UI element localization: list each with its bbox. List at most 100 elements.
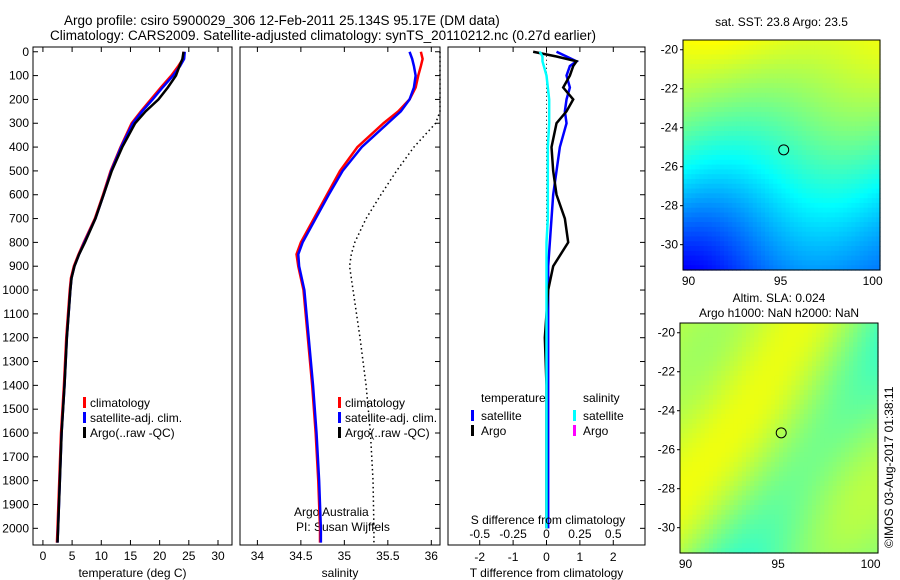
map-cell bbox=[806, 140, 811, 147]
map-cell bbox=[746, 361, 751, 367]
map-cell bbox=[737, 323, 743, 329]
map-cell bbox=[736, 246, 742, 252]
map-cell bbox=[708, 423, 714, 430]
map-cell bbox=[736, 260, 742, 266]
map-cell bbox=[816, 375, 821, 382]
map-cell bbox=[765, 193, 770, 199]
map-cell bbox=[861, 490, 867, 497]
map-cell bbox=[810, 188, 815, 194]
map-cell bbox=[797, 246, 803, 252]
map-cell bbox=[873, 399, 879, 406]
map-cell bbox=[715, 107, 721, 113]
map-cell bbox=[741, 485, 747, 492]
map-cell bbox=[765, 102, 770, 108]
map-cell bbox=[756, 78, 762, 84]
map-cell bbox=[838, 63, 844, 70]
map-cell bbox=[683, 92, 688, 99]
map-cell bbox=[700, 418, 706, 425]
map-cell bbox=[691, 202, 696, 209]
map-cell bbox=[822, 193, 828, 199]
map-cell bbox=[756, 111, 762, 118]
map-cell bbox=[684, 428, 689, 434]
map-cell bbox=[807, 380, 813, 386]
map-cell bbox=[869, 356, 875, 362]
map-cell bbox=[836, 519, 842, 525]
map-cell bbox=[783, 356, 788, 362]
map-cell bbox=[822, 250, 828, 257]
map-cell bbox=[721, 332, 726, 338]
map-cell bbox=[756, 231, 762, 238]
map-cell bbox=[683, 49, 688, 55]
map-cell bbox=[699, 131, 705, 137]
map-cell bbox=[777, 217, 783, 223]
map-cell bbox=[845, 361, 850, 367]
map-cell bbox=[711, 241, 717, 247]
map-cell bbox=[783, 351, 788, 358]
map-cell bbox=[684, 519, 689, 525]
map-cell bbox=[851, 44, 856, 51]
map-cell bbox=[721, 457, 726, 463]
map-cell bbox=[861, 529, 867, 535]
map-cell bbox=[849, 438, 854, 444]
map-cell bbox=[736, 222, 742, 228]
map-cell bbox=[741, 500, 747, 506]
map-cell bbox=[724, 44, 729, 51]
map-cell bbox=[774, 366, 780, 372]
map-cell bbox=[785, 73, 791, 79]
map-cell bbox=[684, 538, 689, 545]
map-cell bbox=[704, 342, 710, 348]
map-cell bbox=[855, 155, 861, 161]
map-cell bbox=[687, 236, 692, 242]
map-cell bbox=[748, 59, 754, 65]
map-cell bbox=[783, 409, 788, 415]
map-cell bbox=[773, 169, 778, 175]
map-cell bbox=[765, 159, 770, 166]
map-cell bbox=[769, 73, 774, 79]
map-cell bbox=[857, 442, 863, 449]
map-cell bbox=[802, 63, 807, 70]
series-satellite-adj-clim- bbox=[56, 51, 186, 543]
map-cell bbox=[855, 59, 861, 65]
map-cell bbox=[863, 49, 869, 55]
map-cell bbox=[779, 418, 784, 425]
map-cell bbox=[754, 428, 759, 434]
map-cell bbox=[748, 145, 754, 151]
map-cell bbox=[832, 533, 838, 540]
map-cell bbox=[773, 59, 778, 65]
map-cell bbox=[812, 361, 817, 367]
map-cell bbox=[861, 495, 867, 501]
map-cell bbox=[826, 178, 832, 185]
map-cell bbox=[820, 332, 825, 338]
map-cell bbox=[756, 59, 762, 65]
map-cell bbox=[713, 346, 718, 353]
map-cell bbox=[781, 246, 787, 252]
map-cell bbox=[779, 481, 784, 487]
map-cell bbox=[750, 409, 755, 415]
map-cell bbox=[822, 159, 828, 166]
map-cell bbox=[732, 241, 737, 247]
map-cell bbox=[861, 404, 867, 410]
map-cell bbox=[750, 423, 755, 430]
map-cell bbox=[770, 519, 776, 525]
map-cell bbox=[824, 481, 830, 487]
map-cell bbox=[750, 356, 755, 362]
map-cell bbox=[783, 385, 788, 391]
map-cell bbox=[691, 207, 696, 214]
map-cell bbox=[733, 524, 739, 530]
map-cell bbox=[758, 447, 764, 453]
map-cell bbox=[687, 265, 692, 271]
map-cell bbox=[777, 260, 783, 266]
map-cell bbox=[830, 169, 836, 175]
map-cell bbox=[869, 346, 875, 353]
map-cell bbox=[836, 346, 842, 353]
map-cell bbox=[853, 471, 858, 477]
map-cell bbox=[752, 121, 758, 127]
map-cell bbox=[838, 178, 844, 185]
map-cell bbox=[824, 442, 830, 449]
map-cell bbox=[783, 533, 788, 540]
map-cell bbox=[865, 351, 871, 358]
map-cell bbox=[688, 423, 693, 430]
map-cell bbox=[717, 461, 722, 468]
map-cell bbox=[729, 327, 735, 334]
map-cell bbox=[824, 529, 830, 535]
